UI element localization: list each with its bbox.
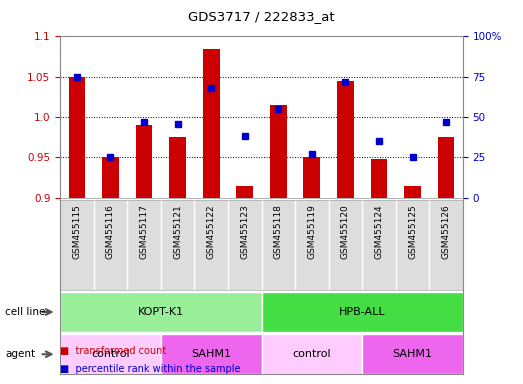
- Bar: [60, 292, 262, 332]
- Text: GSM455120: GSM455120: [341, 204, 350, 259]
- Bar: [102, 157, 119, 198]
- Text: GSM455125: GSM455125: [408, 204, 417, 259]
- Text: agent: agent: [5, 349, 36, 359]
- Bar: [169, 137, 186, 198]
- Text: GDS3717 / 222833_at: GDS3717 / 222833_at: [188, 10, 335, 23]
- Text: SAHM1: SAHM1: [393, 349, 433, 359]
- Bar: [438, 137, 454, 198]
- Bar: [262, 292, 463, 332]
- Bar: [337, 81, 354, 198]
- Bar: [161, 334, 262, 374]
- Text: cell line: cell line: [5, 307, 46, 317]
- Text: GSM455119: GSM455119: [308, 204, 316, 259]
- Bar: [69, 77, 85, 198]
- Bar: [262, 334, 362, 374]
- Text: GSM455118: GSM455118: [274, 204, 283, 259]
- Text: KOPT-K1: KOPT-K1: [138, 307, 184, 317]
- Bar: [203, 49, 220, 198]
- Text: SAHM1: SAHM1: [191, 349, 231, 359]
- Bar: [404, 186, 421, 198]
- Text: control: control: [292, 349, 331, 359]
- Text: GSM455124: GSM455124: [374, 204, 383, 259]
- Text: GSM455121: GSM455121: [173, 204, 182, 259]
- Text: GSM455122: GSM455122: [207, 204, 215, 259]
- Text: GSM455123: GSM455123: [240, 204, 249, 259]
- Bar: [236, 186, 253, 198]
- Text: ■  transformed count: ■ transformed count: [60, 346, 166, 356]
- Bar: [303, 157, 320, 198]
- Bar: [371, 159, 388, 198]
- Text: GSM455116: GSM455116: [106, 204, 115, 259]
- Text: HPB-ALL: HPB-ALL: [339, 307, 385, 317]
- Bar: [135, 125, 152, 198]
- Text: ■  percentile rank within the sample: ■ percentile rank within the sample: [60, 364, 241, 374]
- Text: GSM455115: GSM455115: [72, 204, 82, 259]
- Bar: [60, 334, 161, 374]
- Text: GSM455126: GSM455126: [441, 204, 451, 259]
- Text: control: control: [91, 349, 130, 359]
- Bar: [270, 105, 287, 198]
- Bar: [362, 334, 463, 374]
- Text: GSM455117: GSM455117: [140, 204, 149, 259]
